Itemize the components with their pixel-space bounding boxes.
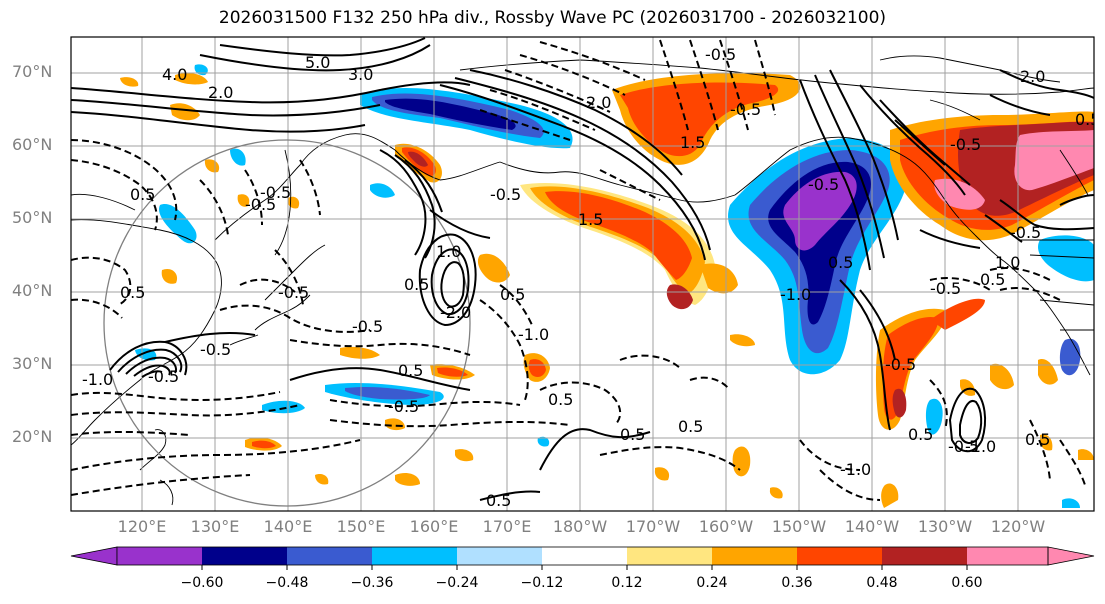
divergence-shading (120, 64, 1094, 508)
contour-label: 0.5 (120, 283, 145, 302)
contour-label: 1.0 (995, 253, 1020, 272)
contour-label: 0.5 (620, 425, 645, 444)
lon-label-140e: 140°E (263, 517, 313, 536)
contour-label: 0.5 (500, 285, 525, 304)
target-region-circle (103, 139, 471, 507)
lon-label-130e: 130°E (190, 517, 240, 536)
colorbar-tick-label: 0.60 (951, 575, 983, 591)
map-frame (70, 36, 1095, 512)
positive-contours (71, 37, 1094, 501)
contour-label: 3.0 (348, 65, 373, 84)
colorbar-tick-label: −0.12 (520, 575, 564, 591)
contour-label: -1.0 (840, 460, 871, 479)
colorbar-bin (372, 547, 457, 565)
lat-label-40n: 40°N (12, 281, 53, 300)
lon-label-180w: 180°W (552, 517, 608, 536)
contour-label: -0.5 (200, 340, 231, 359)
colorbar-bin (967, 547, 1048, 565)
contour-label: 0.5 (908, 425, 933, 444)
contour-label: 0.5 (548, 390, 573, 409)
colorbar-tick-label: −0.36 (350, 575, 394, 591)
contour-label: -1.0 (965, 437, 996, 456)
contour-label: -0.5 (148, 367, 179, 386)
contour-label: 0.5 (1025, 430, 1050, 449)
colorbar-bin (627, 547, 712, 565)
colorbar-tick-label: −0.24 (435, 575, 479, 591)
contour-label: 0.5 (678, 417, 703, 436)
contour-label: 0.5 (404, 275, 429, 294)
contour-label: -1.0 (518, 325, 549, 344)
contour-label: -0.5 (885, 355, 916, 374)
contour-labels: 4.0 5.0 3.0 2.0 -0.5 2.0 -0.5 1.5 -0.5 -… (82, 45, 1100, 510)
contour-label: 1.5 (578, 210, 603, 229)
contour-label: -0.5 (260, 183, 291, 202)
gridlines (71, 37, 1094, 511)
contour-label: 0.5 (130, 185, 155, 204)
negative-contours (71, 39, 1086, 501)
contour-label: -0.5 (730, 100, 761, 119)
contour-label: 1.0 (436, 242, 461, 261)
colorbar-bin (287, 547, 372, 565)
colorbar-bin (542, 547, 627, 565)
lat-label-50n: 50°N (12, 208, 53, 227)
contour-label: -0.5 (1010, 223, 1041, 242)
lat-label-60n: 60°N (12, 135, 53, 154)
lon-label-160e: 160°E (409, 517, 459, 536)
lon-label-150e: 150°E (336, 517, 386, 536)
colorbar-tick-label: −0.60 (180, 575, 224, 591)
lon-label-150w: 150°W (771, 517, 827, 536)
contour-label: -1.0 (82, 370, 113, 389)
contour-label: 0.5 (828, 253, 853, 272)
contour-label: -2.0 (440, 303, 471, 322)
contour-label: -0.5 (948, 437, 979, 456)
lon-label-140w: 140°W (844, 517, 900, 536)
lon-label-170w: 170°W (625, 517, 681, 536)
colorbar-bin (117, 547, 202, 565)
lon-label-130w: 130°W (917, 517, 973, 536)
colorbar-bin (882, 547, 967, 565)
colorbar (70, 546, 1095, 570)
lat-label-20n: 20°N (12, 427, 53, 446)
contour-label: -0.5 (705, 45, 736, 64)
contour-label: 0.5 (486, 491, 511, 510)
contour-label: 2.0 (586, 93, 611, 112)
colorbar-bin (457, 547, 542, 565)
colorbar-bin (797, 547, 882, 565)
lat-label-70n: 70°N (12, 62, 53, 81)
lon-label-170e: 170°E (482, 517, 532, 536)
colorbar-tick-label: 0.36 (781, 575, 813, 591)
chart-title: 2026031500 F132 250 hPa div., Rossby Wav… (218, 8, 887, 28)
contour-label: 5.0 (305, 53, 330, 72)
contour-label: -0.5 (930, 279, 961, 298)
contour-label: -0.5 (388, 397, 419, 416)
contour-label: -0.5 (352, 317, 383, 336)
colorbar-high-extension (1047, 546, 1095, 566)
colorbar-tick-label: −0.48 (265, 575, 309, 591)
colorbar-bin (202, 547, 287, 565)
colorbar-tick-label: 0.48 (866, 575, 898, 591)
contour-label: 0.5 (980, 270, 1005, 289)
lon-label-120e: 120°E (117, 517, 167, 536)
colorbar-tick-label: 0.24 (696, 575, 728, 591)
lat-label-30n: 30°N (12, 354, 53, 373)
contour-label: -0.5 (245, 195, 276, 214)
colorbar-low-extension (70, 546, 118, 566)
contour-label: -0.5 (808, 175, 839, 194)
contour-label: -0.5 (278, 283, 309, 302)
lon-label-120w: 120°W (990, 517, 1046, 536)
contour-label: 0.5 (1075, 110, 1100, 129)
contour-label: 2.0 (208, 83, 233, 102)
contour-label: -1.0 (780, 285, 811, 304)
contour-label: 1.5 (680, 133, 705, 152)
contour-label: -0.5 (950, 135, 981, 154)
contour-label: 0.5 (398, 361, 423, 380)
colorbar-outline (116, 546, 1049, 566)
colorbar-bin (712, 547, 797, 565)
lon-label-160w: 160°W (698, 517, 754, 536)
contour-label: -0.5 (490, 185, 521, 204)
contour-label: 2.0 (1020, 67, 1045, 86)
contour-label: 4.0 (162, 65, 187, 84)
colorbar-tick-label: 0.12 (611, 575, 643, 591)
